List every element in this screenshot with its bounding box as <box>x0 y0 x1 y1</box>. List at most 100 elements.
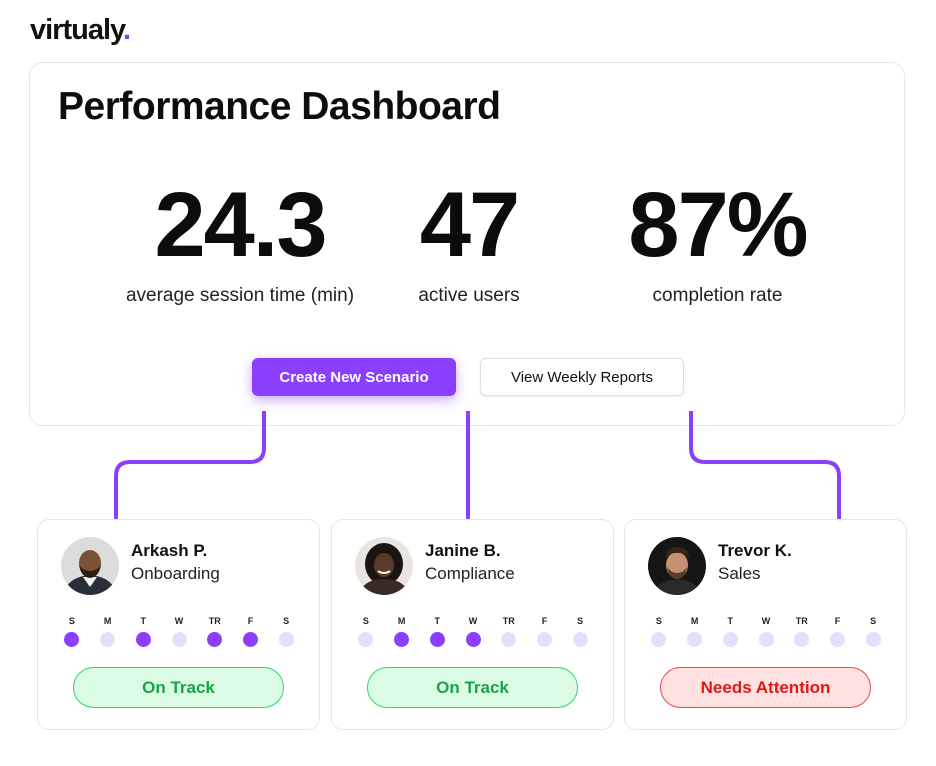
day-column: S <box>348 615 384 647</box>
day-label: S <box>577 616 584 626</box>
status-badge: On Track <box>367 667 578 708</box>
stat-value: 47 <box>419 174 520 276</box>
user-name: Arkash P. <box>131 541 208 560</box>
day-label: S <box>362 616 369 626</box>
activity-dot <box>100 632 116 647</box>
activity-dot <box>829 632 845 647</box>
stat-label: average session time (min) <box>125 285 355 306</box>
user-name: Janine B. <box>425 541 501 560</box>
day-label: TR <box>502 616 515 626</box>
stat-active-users: 47 active users <box>374 179 564 307</box>
activity-dot <box>358 632 374 647</box>
day-column: W <box>161 615 197 647</box>
activity-dot <box>429 632 445 647</box>
stat-label: completion rate <box>652 285 783 306</box>
stat-label: active users <box>418 285 520 306</box>
day-label: TR <box>208 616 221 626</box>
day-column: T <box>712 615 748 647</box>
day-label: W <box>761 616 771 626</box>
brand-dot: . <box>123 14 131 46</box>
day-column: S <box>855 615 891 647</box>
status-badge: Needs Attention <box>660 667 871 708</box>
weekly-activity: S M T W TR F S <box>348 615 598 647</box>
avatar <box>355 537 413 595</box>
day-label: T <box>140 616 147 626</box>
activity-dot <box>722 632 738 647</box>
day-column: TR <box>491 615 527 647</box>
user-name: Trevor K. <box>718 541 792 560</box>
day-column: T <box>419 615 455 647</box>
brand-logo: virtualy. <box>30 14 131 47</box>
stat-completion-rate: 87% completion rate <box>595 179 840 307</box>
day-column: W <box>748 615 784 647</box>
user-card[interactable]: Trevor K. Sales S M T W TR F S Needs Att… <box>624 519 907 730</box>
activity-dot <box>207 632 223 647</box>
day-label: W <box>174 616 184 626</box>
page-title: Performance Dashboard <box>58 85 501 128</box>
user-role: Sales <box>718 564 761 583</box>
day-label: W <box>468 616 478 626</box>
view-weekly-reports-button[interactable]: View Weekly Reports <box>480 358 684 396</box>
day-column: M <box>90 615 126 647</box>
day-label: M <box>397 616 406 626</box>
activity-dot <box>865 632 881 647</box>
day-column: S <box>641 615 677 647</box>
day-label: F <box>541 616 548 626</box>
day-column: F <box>820 615 856 647</box>
day-label: S <box>68 616 75 626</box>
activity-dot <box>135 632 151 647</box>
day-label: S <box>283 616 290 626</box>
day-column: S <box>54 615 90 647</box>
day-label: T <box>434 616 441 626</box>
user-role: Compliance <box>425 564 515 583</box>
dashboard-panel: Performance Dashboard 24.3 average sessi… <box>29 62 905 426</box>
user-card[interactable]: Arkash P. Onboarding S M T W TR F S On T… <box>37 519 320 730</box>
activity-dot <box>758 632 774 647</box>
stat-session-time: 24.3 average session time (min) <box>80 179 400 307</box>
day-column: S <box>562 615 598 647</box>
day-label: S <box>655 616 662 626</box>
activity-dot <box>278 632 294 647</box>
day-column: S <box>268 615 304 647</box>
day-column: TR <box>197 615 233 647</box>
create-new-scenario-button[interactable]: Create New Scenario <box>252 358 456 396</box>
activity-dot <box>687 632 703 647</box>
connector-line-1 <box>114 411 266 519</box>
stat-value: 87% <box>628 174 808 276</box>
weekly-activity: S M T W TR F S <box>641 615 891 647</box>
stat-value: 24.3 <box>154 174 327 276</box>
day-label: T <box>727 616 734 626</box>
day-label: M <box>690 616 699 626</box>
activity-dot <box>536 632 552 647</box>
day-column: M <box>384 615 420 647</box>
activity-dot <box>64 632 80 647</box>
day-label: F <box>834 616 841 626</box>
activity-dot <box>651 632 667 647</box>
avatar <box>61 537 119 595</box>
day-label: TR <box>795 616 808 626</box>
day-column: TR <box>784 615 820 647</box>
avatar <box>648 537 706 595</box>
user-role: Onboarding <box>131 564 220 583</box>
day-label: S <box>870 616 877 626</box>
activity-dot <box>171 632 187 647</box>
activity-dot <box>794 632 810 647</box>
brand-name: virtualy <box>30 14 124 46</box>
activity-dot <box>465 632 481 647</box>
day-label: F <box>247 616 254 626</box>
day-column: W <box>455 615 491 647</box>
day-column: F <box>527 615 563 647</box>
activity-dot <box>572 632 588 647</box>
activity-dot <box>501 632 517 647</box>
day-column: F <box>233 615 269 647</box>
day-column: T <box>125 615 161 647</box>
activity-dot <box>394 632 410 647</box>
status-badge: On Track <box>73 667 284 708</box>
activity-dot <box>242 632 258 647</box>
weekly-activity: S M T W TR F S <box>54 615 304 647</box>
day-label: M <box>103 616 112 626</box>
day-column: M <box>677 615 713 647</box>
user-card[interactable]: Janine B. Compliance S M T W TR F S On T… <box>331 519 614 730</box>
connector-line-3 <box>689 411 841 519</box>
